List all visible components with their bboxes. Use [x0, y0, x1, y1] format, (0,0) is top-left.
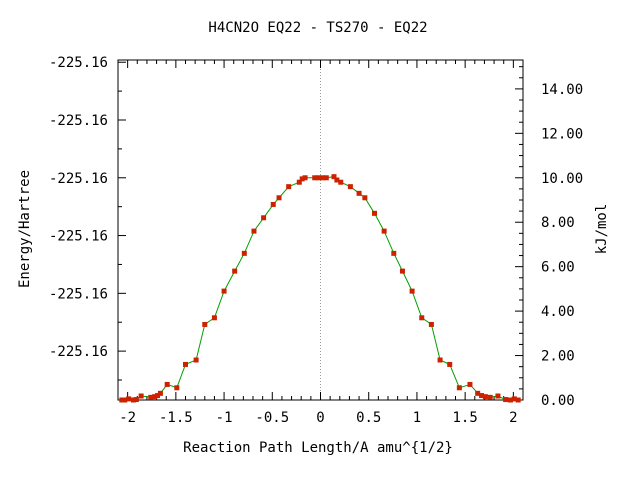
data-point — [391, 250, 397, 256]
data-point — [475, 390, 481, 396]
data-point — [447, 361, 453, 367]
data-point — [507, 397, 513, 403]
left-tick-label: -225.16 — [49, 55, 108, 71]
data-point — [487, 394, 493, 400]
x-tick-label: -1.5 — [159, 410, 193, 426]
x-tick-label: 2 — [509, 410, 517, 426]
x-axis-label: Reaction Path Length/A amu^{1/2} — [183, 440, 453, 456]
data-point — [126, 396, 132, 402]
data-point — [251, 228, 257, 234]
data-point — [155, 393, 161, 399]
data-point — [270, 201, 276, 207]
x-tick-label: 1 — [413, 410, 421, 426]
data-point — [221, 288, 227, 294]
right-axis-label: kJ/mol — [594, 204, 610, 255]
right-tick-label: 14.00 — [541, 82, 583, 98]
right-tick-label: 6.00 — [541, 260, 575, 276]
data-point — [419, 315, 425, 321]
x-tick-label: -1 — [216, 410, 233, 426]
data-point — [331, 174, 337, 180]
right-tick-label: 12.00 — [541, 126, 583, 142]
left-axis-label: Energy/Hartree — [17, 170, 33, 288]
data-point — [193, 357, 199, 363]
data-point — [138, 393, 144, 399]
right-tick-label: 4.00 — [541, 304, 575, 320]
data-point — [356, 190, 362, 196]
data-point — [456, 385, 462, 391]
right-tick-label: 0.00 — [541, 393, 575, 409]
data-point — [174, 385, 180, 391]
left-tick-label: -225.16 — [49, 229, 108, 245]
data-point — [372, 210, 377, 216]
left-tick-label: -225.16 — [49, 286, 108, 302]
points-layer — [119, 174, 521, 403]
data-point — [276, 195, 282, 201]
data-point — [122, 397, 128, 403]
data-point — [515, 397, 521, 403]
data-point — [296, 179, 302, 185]
data-point — [482, 394, 488, 400]
data-point — [381, 228, 387, 234]
data-point — [164, 381, 170, 387]
data-point — [437, 357, 443, 363]
data-point — [157, 390, 163, 396]
data-point — [334, 177, 340, 183]
data-point — [479, 393, 485, 399]
data-point — [232, 268, 238, 274]
right-tick-label: 10.00 — [541, 171, 583, 187]
data-point — [319, 175, 325, 181]
data-point — [133, 397, 139, 403]
x-tick-label: -0.5 — [255, 410, 289, 426]
data-point — [286, 184, 292, 190]
x-tick-label: -2 — [119, 410, 136, 426]
data-point — [347, 184, 353, 190]
data-point — [183, 361, 188, 367]
data-point — [211, 315, 217, 321]
data-point — [130, 397, 136, 403]
data-point — [495, 393, 501, 399]
data-point — [511, 396, 517, 402]
data-point — [299, 176, 305, 182]
data-point — [409, 288, 415, 294]
data-point — [148, 394, 154, 400]
data-point — [503, 397, 509, 403]
x-tick-label: 0.5 — [356, 410, 381, 426]
right-tick-label: 8.00 — [541, 215, 575, 231]
axis-ticks-layer: -2 -1.5 -1 -0.5 0 0.5 1 1.5 2 0.00 2.00 4.00 6.00 8.0… — [49, 55, 583, 426]
data-point — [312, 175, 318, 181]
data-point — [202, 321, 208, 327]
data-point — [241, 250, 247, 256]
data-point — [323, 175, 329, 181]
chart-title: H4CN2O EQ22 - TS270 - EQ22 — [208, 20, 427, 36]
data-point — [399, 268, 405, 274]
data-point — [302, 175, 308, 181]
data-point — [261, 215, 267, 221]
data-point — [119, 397, 125, 403]
left-tick-label: -225.16 — [49, 344, 108, 360]
data-point — [467, 381, 473, 387]
left-tick-label: -225.16 — [49, 171, 108, 187]
x-tick-label: 1.5 — [452, 410, 477, 426]
x-tick-label: 0 — [316, 410, 324, 426]
data-point — [362, 195, 368, 201]
data-point — [338, 179, 344, 185]
data-point — [152, 394, 158, 400]
left-tick-label: -225.16 — [49, 113, 108, 129]
right-tick-label: 2.00 — [541, 349, 575, 365]
data-point — [428, 321, 434, 327]
data-point — [316, 175, 322, 181]
